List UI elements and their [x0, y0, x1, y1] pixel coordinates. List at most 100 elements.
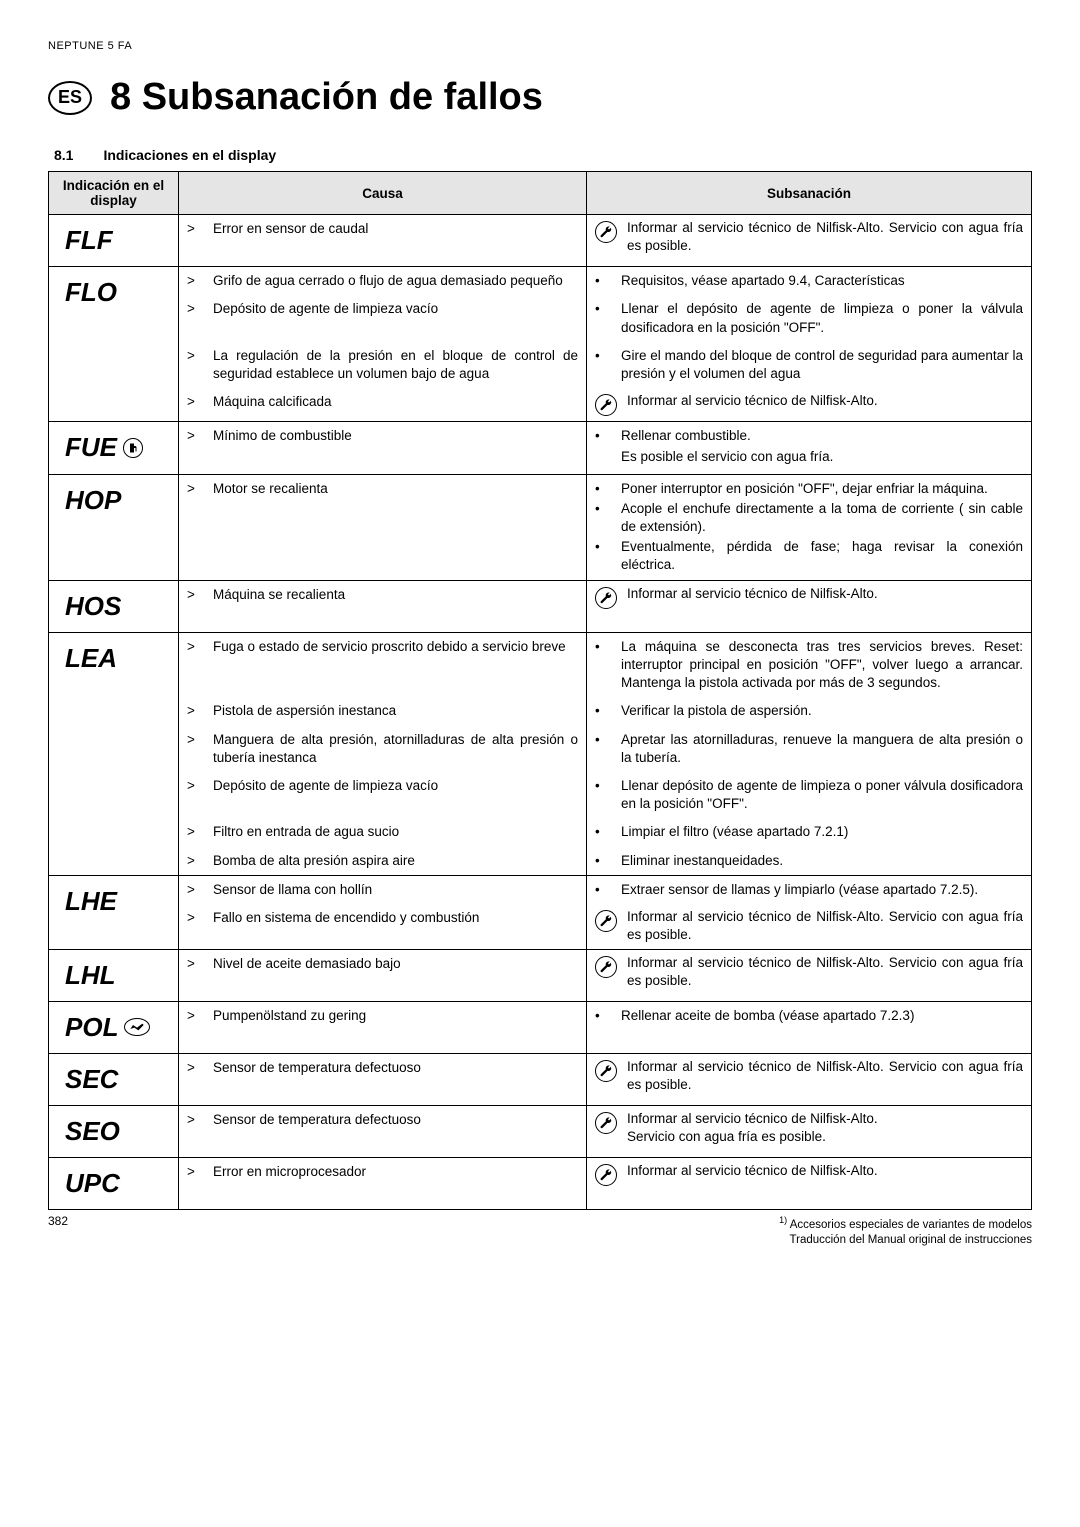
table-row: >Máquina calcificada Informar al servicio… [49, 388, 1032, 422]
list-item: >Máquina calcificada [187, 392, 578, 412]
indication-code: FLO [57, 271, 170, 314]
col-header-indication: Indicación en el display [49, 172, 179, 215]
section-number: 8.1 [54, 147, 73, 163]
table-row: >Manguera de alta presión, atornilladura… [49, 726, 1032, 772]
list-item: •Extraer sensor de llamas y limpiarlo (v… [595, 880, 1023, 900]
list-item: >Depósito de agente de limpieza vacío [187, 299, 578, 319]
fault-table: Indicación en el display Causa Subsanaci… [48, 171, 1032, 1210]
indication-code: UPC [57, 1162, 170, 1205]
list-item: •Eventualmente, pérdida de fase; haga re… [595, 537, 1023, 575]
list-item: >Nivel de aceite demasiado bajo [187, 954, 578, 974]
indication-code: SEC [57, 1058, 170, 1101]
section-heading: 8.1 Indicaciones en el display [48, 147, 1032, 163]
table-row: SEC >Sensor de temperatura defectuoso Inf… [49, 1053, 1032, 1105]
page-number: 382 [48, 1214, 68, 1228]
list-item: >Error en sensor de caudal [187, 219, 578, 239]
oil-icon [124, 1018, 150, 1036]
main-title: 8 Subsanación de fallos [110, 76, 543, 119]
fuel-icon [123, 438, 143, 458]
wrench-icon [595, 221, 617, 243]
wrench-icon [595, 1112, 617, 1134]
list-item: •La máquina se desconecta tras tres serv… [595, 637, 1023, 694]
list-item: •Acople el enchufe directamente a la tom… [595, 499, 1023, 537]
list-item: •Requisitos, véase apartado 9.4, Caracte… [595, 271, 1023, 291]
table-row: >Bomba de alta presión aspira aire •Elimi… [49, 847, 1032, 876]
list-item: >Sensor de llama con hollín [187, 880, 578, 900]
table-row: >Pistola de aspersión inestanca•Verifica… [49, 697, 1032, 725]
section-name: Indicaciones en el display [103, 147, 276, 163]
list-item: >Fallo en sistema de encendido y combust… [187, 908, 578, 928]
indication-code: FLF [57, 219, 170, 262]
list-item: •Gire el mando del bloque de control de … [595, 346, 1023, 384]
title-row: ES 8 Subsanación de fallos [48, 76, 1032, 119]
table-row: FLO >Grifo de agua cerrado o flujo de ag… [49, 267, 1032, 296]
list-item: >La regulación de la presión en el bloqu… [187, 346, 578, 384]
table-row: >Filtro en entrada de agua sucio •Limpiar… [49, 818, 1032, 846]
doc-header: NEPTUNE 5 FA [48, 40, 1032, 52]
footer-note-2: Traducción del Manual original de instru… [779, 1233, 1032, 1249]
list-item: >Fuga o estado de servicio proscrito deb… [187, 637, 578, 657]
list-item: >Motor se recalienta [187, 479, 578, 499]
indication-code: LHL [57, 954, 170, 997]
list-item: >Sensor de temperatura defectuoso [187, 1110, 578, 1130]
table-row: >Depósito de agente de limpieza vacío •Ll… [49, 295, 1032, 341]
lang-badge: ES [48, 81, 92, 115]
list-item: •Apretar las atornilladuras, renueve la … [595, 730, 1023, 768]
list-item: >Bomba de alta presión aspira aire [187, 851, 578, 871]
list-item: >Pistola de aspersión inestanca [187, 701, 578, 721]
list-item: >Grifo de agua cerrado o flujo de agua d… [187, 271, 578, 291]
remedy-text: Informar al servicio técnico de Nilfisk-… [627, 585, 1023, 603]
wrench-icon [595, 956, 617, 978]
footer-note-1: Accesorios especiales de variantes de mo… [790, 1219, 1032, 1231]
table-row: SEO >Sensor de temperatura defectuoso Inf… [49, 1105, 1032, 1157]
table-row: HOS >Máquina se recalienta Informar al se… [49, 580, 1032, 632]
col-header-remedy: Subsanación [587, 172, 1032, 215]
list-item: >Sensor de temperatura defectuoso [187, 1058, 578, 1078]
list-item: >Error en microprocesador [187, 1162, 578, 1182]
table-row: UPC >Error en microprocesador Informar al… [49, 1157, 1032, 1209]
indication-code: LHE [57, 880, 170, 923]
indication-code: SEO [57, 1110, 170, 1153]
table-row: >Depósito de agente de limpieza vacío •Ll… [49, 772, 1032, 818]
indication-code: LEA [57, 637, 170, 680]
wrench-icon [595, 394, 617, 416]
list-item: •Eliminar inestanqueidades. [595, 851, 1023, 871]
list-item: •Limpiar el filtro (véase apartado 7.2.1… [595, 822, 1023, 842]
list-item: •Rellenar aceite de bomba (véase apartad… [595, 1006, 1023, 1026]
list-item: •Llenar depósito de agente de limpieza o… [595, 776, 1023, 814]
list-item: •Poner interruptor en posición "OFF", de… [595, 479, 1023, 499]
table-row: LEA >Fuga o estado de servicio proscrito… [49, 632, 1032, 697]
list-item: >Máquina se recalienta [187, 585, 578, 605]
indication-code: HOS [57, 585, 170, 628]
table-row: POL >Pumpenölstand zu gering •Rellenar ac… [49, 1001, 1032, 1053]
table-row: HOP >Motor se recalienta •Poner interrupt… [49, 474, 1032, 580]
remedy-text: Informar al servicio técnico de Nilfisk-… [627, 1058, 1023, 1094]
list-item: >Filtro en entrada de agua sucio [187, 822, 578, 842]
remedy-text: Informar al servicio técnico de Nilfisk-… [627, 908, 1023, 944]
remedy-text: Informar al servicio técnico de Nilfisk-… [627, 1110, 1023, 1146]
indication-code: HOP [57, 479, 170, 522]
col-header-cause: Causa [179, 172, 587, 215]
list-item: •Rellenar combustible. [595, 426, 1023, 446]
table-row: LHL >Nivel de aceite demasiado bajo Infor… [49, 949, 1032, 1001]
page-footer: 382 1) Accesorios especiales de variante… [48, 1214, 1032, 1249]
wrench-icon [595, 1164, 617, 1186]
wrench-icon [595, 910, 617, 932]
footer-note: 1) Accesorios especiales de variantes de… [779, 1214, 1032, 1233]
table-row: >Fallo en sistema de encendido y combust… [49, 904, 1032, 949]
remedy-text: Informar al servicio técnico de Nilfisk-… [627, 392, 1023, 410]
table-row: LHE >Sensor de llama con hollín•Extraer … [49, 875, 1032, 904]
remedy-text: Informar al servicio técnico de Nilfisk-… [627, 1162, 1023, 1180]
wrench-icon [595, 1060, 617, 1082]
list-item: •Llenar el depósito de agente de limpiez… [595, 299, 1023, 337]
list-item: Es posible el servicio con agua fría. [595, 447, 1023, 467]
remedy-text: Informar al servicio técnico de Nilfisk-… [627, 954, 1023, 990]
list-item: >Manguera de alta presión, atornilladura… [187, 730, 578, 768]
list-item: >Mínimo de combustible [187, 426, 578, 446]
indication-code: FUE [57, 426, 170, 469]
list-item: >Pumpenölstand zu gering [187, 1006, 578, 1026]
wrench-icon [595, 587, 617, 609]
indication-code: POL [57, 1006, 170, 1049]
table-row: FUE >Mínimo de combustible •Rellenar comb… [49, 422, 1032, 474]
list-item: >Depósito de agente de limpieza vacío [187, 776, 578, 796]
